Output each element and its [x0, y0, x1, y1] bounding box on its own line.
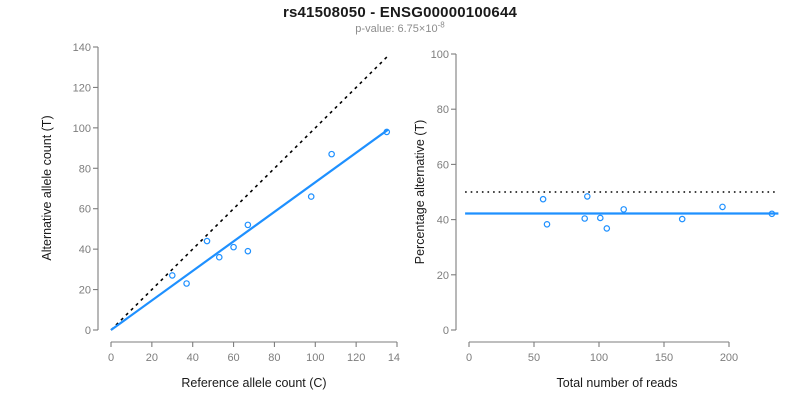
x-axis-label: Reference allele count (C)	[181, 376, 326, 390]
y-tick-label: 80	[437, 104, 449, 116]
data-point	[203, 237, 211, 245]
y-tick-label: 60	[79, 204, 91, 216]
data-point	[620, 206, 628, 213]
data-point	[307, 193, 315, 200]
y-tick-label: 20	[79, 285, 91, 297]
x-tick-label: 140	[388, 352, 400, 364]
y-tick-label: 0	[85, 325, 91, 337]
x-tick-label: 20	[146, 352, 158, 364]
y-tick-label: 40	[437, 215, 449, 227]
data-point	[230, 243, 237, 251]
y-tick-label: 100	[73, 123, 91, 135]
x-tick-label: 50	[528, 352, 540, 364]
data-point	[244, 221, 252, 229]
data-point	[244, 247, 252, 255]
allele-count-scatter-panel: 0 20 40 60 80 100 120 140 0 20 40 60 80 100 120 140 Refe…	[40, 42, 400, 390]
fit-line	[110, 128, 389, 331]
data-point	[719, 203, 726, 211]
x-tick-label: 100	[306, 352, 324, 364]
y-axis-label: Alternative allele count (T)	[40, 115, 54, 260]
x-tick-label: 40	[187, 352, 199, 364]
p-value-exponent: -8	[437, 20, 445, 30]
x-tick-label: 100	[590, 352, 608, 364]
x-tick-label: 80	[268, 352, 280, 364]
y-tick-label: 60	[437, 159, 449, 171]
percentage-reads-scatter-panel: 0 50 100 150 200 0 20 40 60 80 100 Total number of …	[413, 49, 779, 390]
p-value-text: p-value: 6.75×10	[355, 23, 438, 35]
y-tick-label: 40	[79, 244, 91, 256]
data-point	[584, 193, 591, 200]
data-point	[383, 128, 391, 136]
data-point	[678, 215, 686, 223]
identity-line	[110, 54, 390, 331]
x-axis-label: Total number of reads	[557, 376, 678, 390]
x-tick-label: 60	[227, 352, 239, 364]
y-tick-label: 120	[73, 82, 91, 94]
data-point	[597, 214, 604, 222]
y-axis-label: Percentage alternative (T)	[413, 120, 427, 265]
y-tick-label: 140	[73, 42, 91, 54]
data-point	[168, 272, 176, 279]
y-tick-label: 80	[79, 163, 91, 175]
x-tick-label: 200	[720, 352, 738, 364]
data-point	[603, 225, 611, 232]
y-tick-label: 0	[443, 325, 449, 337]
data-point	[328, 150, 335, 158]
data-point	[581, 215, 589, 222]
data-point	[539, 195, 547, 203]
x-tick-label: 0	[108, 352, 114, 364]
data-point	[215, 253, 223, 261]
data-point	[768, 210, 776, 218]
plot-title: rs41508050 - ENSG00000100644	[282, 4, 518, 21]
x-tick-label: 120	[347, 352, 365, 364]
y-tick-label: 20	[437, 270, 449, 282]
x-tick-label: 150	[655, 352, 673, 364]
y-tick-label: 100	[431, 49, 449, 61]
x-tick-label: 0	[466, 352, 472, 364]
data-point	[183, 280, 190, 287]
data-point	[543, 220, 551, 228]
plot-subtitle: p-value: 6.75×10-8	[0, 20, 800, 35]
